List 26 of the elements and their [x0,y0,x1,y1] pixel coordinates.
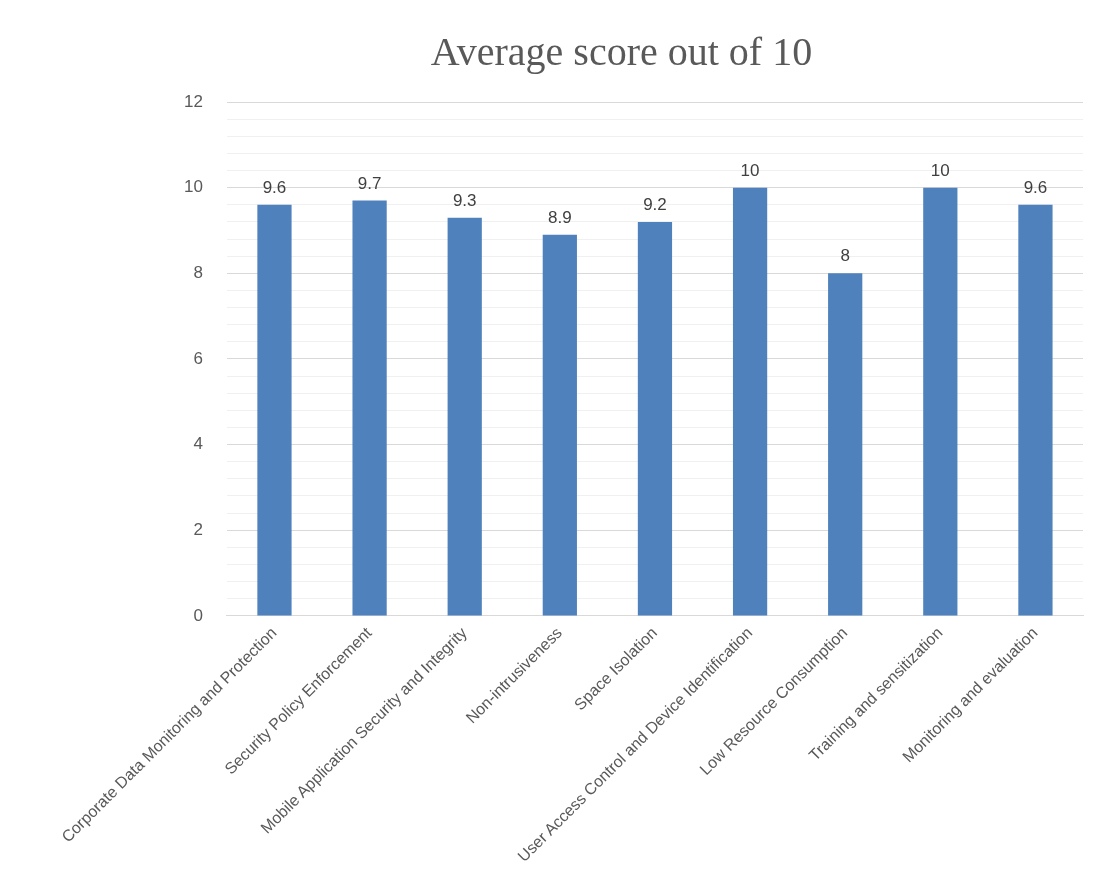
y-tick-label: 4 [193,434,203,454]
data-label: 10 [740,160,760,180]
bar [637,221,673,616]
bar [542,234,577,616]
y-tick-label: 0 [193,605,203,625]
data-label: 9.2 [643,195,667,215]
bar [1018,204,1053,616]
data-label: 10 [930,160,950,180]
bar [923,187,958,616]
bar [732,187,768,616]
chart-title: Average score out of 10 [430,28,813,74]
data-label: 9.7 [357,173,382,193]
data-label: 8 [840,246,850,266]
data-label: 9.6 [1023,177,1048,197]
y-tick-label: 8 [193,262,203,282]
y-tick-label: 2 [193,519,203,539]
bar [257,204,292,616]
y-tick-label: 6 [193,348,203,368]
data-label: 8.9 [548,207,572,227]
y-tick-label: 12 [183,91,203,111]
bar [828,273,863,616]
y-tick-label: 10 [183,177,203,197]
data-label: 9.3 [452,190,477,210]
bar [352,200,387,616]
data-label: 9.6 [262,177,287,197]
bar [447,217,482,616]
